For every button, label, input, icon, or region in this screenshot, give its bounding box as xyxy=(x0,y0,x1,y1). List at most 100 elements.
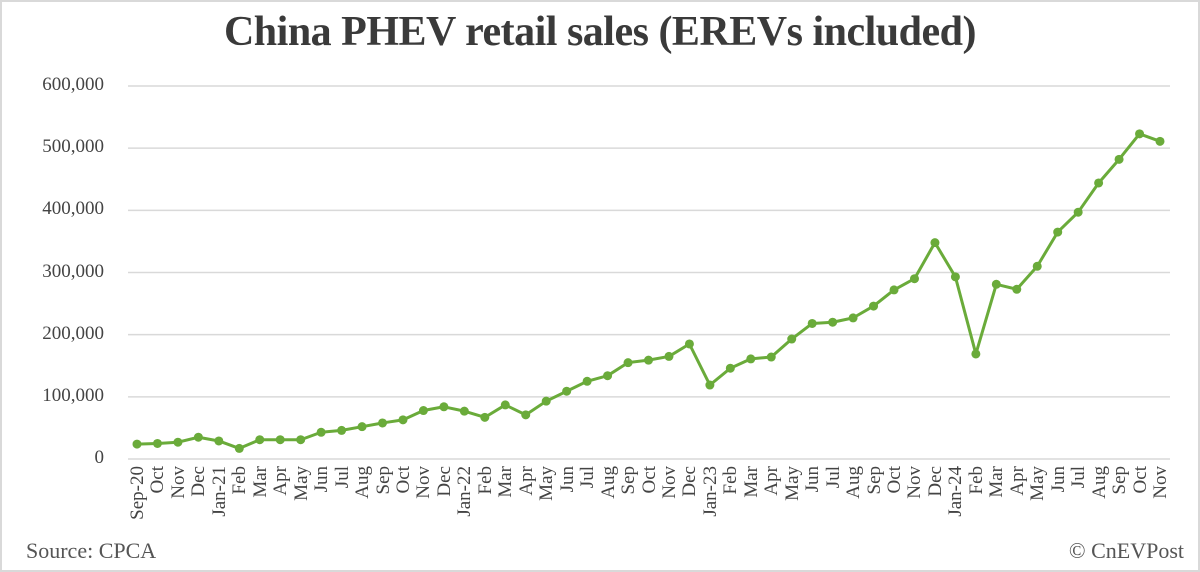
data-point xyxy=(378,418,388,428)
data-point xyxy=(1053,227,1063,237)
x-tick-label: Oct xyxy=(638,466,660,494)
data-point xyxy=(1114,154,1124,164)
data-point xyxy=(787,334,797,344)
data-point xyxy=(848,313,858,323)
x-tick-label: Feb xyxy=(229,466,251,495)
x-tick-label: Sep xyxy=(863,466,885,495)
x-tick-label: Dec xyxy=(188,466,210,497)
x-tick-label: Nov xyxy=(904,466,926,499)
x-tick-label: Aug xyxy=(1088,466,1110,499)
x-tick-label: Nov xyxy=(658,466,680,499)
data-point xyxy=(255,435,265,445)
x-tick-label: Nov xyxy=(167,466,189,499)
x-tick-label: Dec xyxy=(924,466,946,497)
data-point xyxy=(1135,129,1145,139)
x-tick-label: Apr xyxy=(515,466,537,496)
data-point xyxy=(684,339,694,349)
data-point xyxy=(357,422,367,432)
data-point xyxy=(459,406,469,416)
y-tick-label: 400,000 xyxy=(42,198,104,220)
x-tick-label: Feb xyxy=(474,466,496,495)
x-tick-label: Jan-24 xyxy=(945,466,967,517)
x-tick-label: Aug xyxy=(597,466,619,499)
x-tick-label: Jul xyxy=(577,466,599,489)
x-tick-label: Oct xyxy=(392,466,414,494)
data-point xyxy=(623,358,633,368)
y-tick-label: 500,000 xyxy=(42,136,104,158)
data-point xyxy=(725,363,735,373)
data-point xyxy=(603,371,613,381)
data-point xyxy=(971,349,981,359)
x-tick-label: May xyxy=(1027,466,1049,501)
x-tick-label: Jun xyxy=(1047,466,1069,493)
x-tick-label: Nov xyxy=(1150,466,1171,499)
x-tick-label: Sep xyxy=(372,466,394,495)
x-tick-label: Aug xyxy=(843,466,865,499)
x-tick-label: Nov xyxy=(413,466,435,499)
data-point xyxy=(337,425,347,435)
x-tick-label: Aug xyxy=(352,466,374,499)
x-tick-label: Oct xyxy=(884,466,906,494)
data-point xyxy=(398,415,408,425)
x-tick-label: May xyxy=(781,466,803,501)
y-tick-label: 300,000 xyxy=(42,260,104,282)
data-point xyxy=(439,402,449,412)
x-tick-label: May xyxy=(536,466,558,501)
data-point xyxy=(500,400,510,410)
x-tick-label: Apr xyxy=(761,466,783,496)
data-point xyxy=(807,318,817,328)
x-tick-label: Jul xyxy=(331,466,353,489)
y-tick-label: 0 xyxy=(94,447,105,468)
data-point xyxy=(296,435,306,445)
x-tick-label: Mar xyxy=(249,466,271,498)
x-tick-label: Dec xyxy=(433,466,455,497)
data-point xyxy=(950,272,960,282)
data-point xyxy=(316,427,326,437)
data-point xyxy=(909,274,919,284)
copyright-note: © CnEVPost xyxy=(1068,538,1184,563)
data-point xyxy=(930,238,940,248)
x-tick-label: Jun xyxy=(802,466,824,493)
x-tick-label: Apr xyxy=(1006,466,1028,496)
data-point xyxy=(418,406,428,416)
x-tick-label: Jan-21 xyxy=(208,466,230,517)
data-point xyxy=(1155,136,1165,146)
data-point xyxy=(152,438,162,448)
x-tick-label: Feb xyxy=(965,466,987,495)
x-tick-label: Mar xyxy=(740,466,762,498)
x-tick-label: Jul xyxy=(822,466,844,489)
data-point xyxy=(1094,178,1104,188)
x-tick-label: Jan-22 xyxy=(454,466,476,517)
data-point xyxy=(644,355,653,365)
x-tick-label: Jun xyxy=(556,466,578,493)
x-tick-label: Sep xyxy=(1109,466,1131,495)
data-point xyxy=(132,439,142,449)
data-point xyxy=(480,412,490,422)
x-tick-label: Mar xyxy=(495,466,517,498)
data-point xyxy=(234,443,244,453)
source-note: Source: CPCA xyxy=(26,538,157,563)
data-point xyxy=(746,354,756,364)
data-point xyxy=(275,435,285,445)
x-tick-label: Mar xyxy=(986,466,1008,498)
x-tick-label: Jan-23 xyxy=(699,466,721,517)
x-tick-label: May xyxy=(290,466,312,501)
data-point xyxy=(193,432,203,442)
data-point xyxy=(521,410,531,420)
data-point xyxy=(869,301,879,311)
data-point xyxy=(766,352,776,362)
x-tick-label: Oct xyxy=(147,466,169,494)
x-tick-label: Dec xyxy=(679,466,701,497)
x-tick-label: Jul xyxy=(1068,466,1090,489)
sales-line xyxy=(136,132,1161,450)
data-point xyxy=(664,351,674,361)
data-point xyxy=(1012,284,1022,294)
data-point xyxy=(173,437,183,447)
x-tick-label: Jun xyxy=(311,466,333,493)
x-tick-label: Feb xyxy=(720,466,742,495)
y-tick-label: 100,000 xyxy=(42,384,104,406)
data-point xyxy=(991,279,1001,289)
x-tick-label: Oct xyxy=(1129,466,1151,494)
x-tick-label: Sep xyxy=(618,466,640,495)
